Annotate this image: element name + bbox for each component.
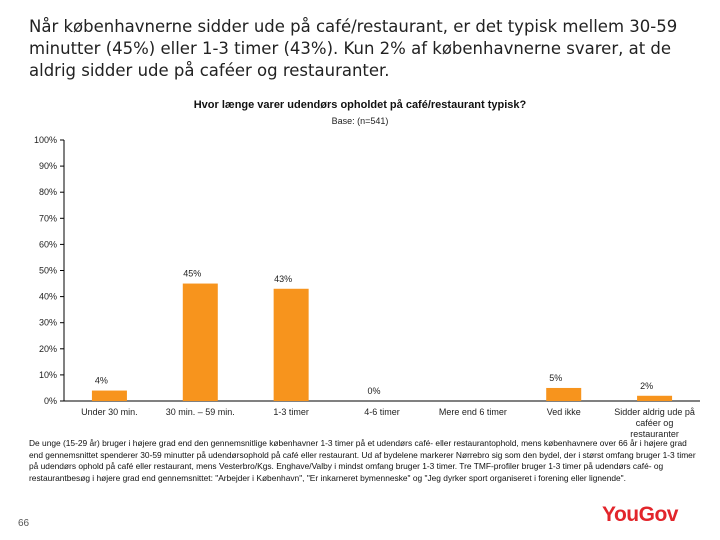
footnote: De unge (15-29 år) bruger i højere grad … <box>29 438 696 483</box>
y-tick-label: 30% <box>39 318 57 328</box>
bar <box>182 283 218 401</box>
data-label: 0% <box>367 386 380 396</box>
yougov-logo: YouGov <box>602 503 678 526</box>
y-tick-label: 20% <box>39 344 57 354</box>
category-label: 4-6 timer <box>364 407 400 417</box>
data-label: 43% <box>274 274 292 284</box>
category-label: 30 min. – 59 min. <box>166 407 235 417</box>
bar <box>273 288 309 401</box>
data-label: 4% <box>95 376 108 386</box>
page-number: 66 <box>18 518 30 529</box>
bar <box>546 387 582 401</box>
data-label: 5% <box>549 373 562 383</box>
category-label: 1-3 timer <box>273 407 309 417</box>
y-tick-label: 50% <box>39 266 57 276</box>
category-label: Sidder aldrig ude på caféer og restaurante… <box>614 407 695 439</box>
y-tick-label: 100% <box>34 135 57 145</box>
y-tick-label: 60% <box>39 239 57 249</box>
y-tick-label: 90% <box>39 161 57 171</box>
y-tick-label: 0% <box>44 396 57 406</box>
chart-subtitle: Base: (n=541) <box>331 116 389 126</box>
category-label: Mere end 6 timer <box>439 407 507 417</box>
headline: Når københavnerne sidder ude på café/res… <box>29 17 678 80</box>
y-tick-label: 80% <box>39 187 57 197</box>
data-label: 45% <box>183 269 201 279</box>
category-label: Under 30 min. <box>81 407 138 417</box>
data-label: 2% <box>640 381 653 391</box>
bar <box>637 395 673 401</box>
y-tick-label: 70% <box>39 213 57 223</box>
category-label: Ved ikke <box>547 407 581 417</box>
y-tick-label: 40% <box>39 292 57 302</box>
bar-chart: 0% 10% 20% 30% 40% 50% 60% 70% 80% 90% 100% 4% Under… <box>34 135 700 439</box>
bar <box>91 390 127 401</box>
y-tick-label: 10% <box>39 370 57 380</box>
chart-title: Hvor længe varer udendørs opholdet på ca… <box>193 99 527 111</box>
